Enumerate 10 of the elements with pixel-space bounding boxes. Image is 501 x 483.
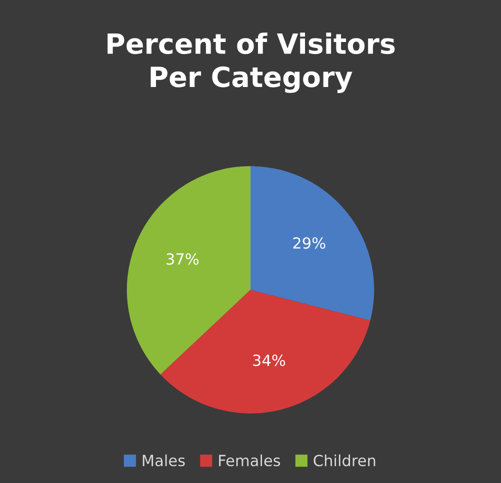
data-label: 34% xyxy=(253,354,286,366)
legend-label: Males xyxy=(142,454,185,466)
legend-label: Children xyxy=(314,454,376,466)
chart-title: Percent of Visitors Per Category xyxy=(108,32,395,93)
pie-slice xyxy=(250,166,374,321)
pie-slice xyxy=(160,290,370,414)
data-label: 37% xyxy=(166,253,199,265)
pie-slice xyxy=(126,166,250,374)
data-label: 29% xyxy=(293,237,326,249)
legend-label: Females xyxy=(219,454,280,466)
